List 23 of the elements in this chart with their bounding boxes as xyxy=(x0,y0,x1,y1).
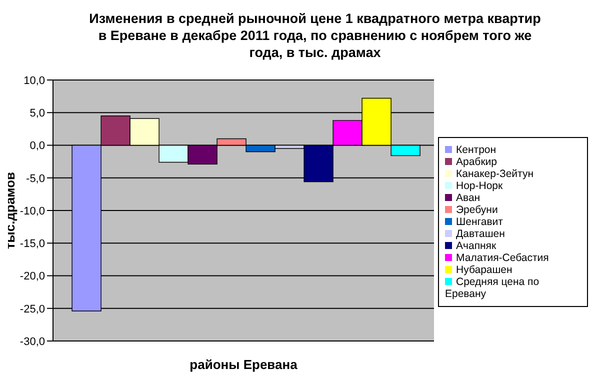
legend-label: Нубарашен xyxy=(456,264,512,276)
y-tick-label: -25,0 xyxy=(20,303,45,316)
legend-label: Ачапняк xyxy=(456,240,496,252)
y-tick-label: -5,0 xyxy=(26,172,45,185)
legend-label: Аван xyxy=(456,192,480,204)
y-tick-label: -10,0 xyxy=(20,205,45,218)
legend-label: Давташен xyxy=(456,228,505,240)
y-tick-label: 5,0 xyxy=(30,108,45,120)
legend-label: Эребуни xyxy=(456,204,498,216)
y-tick-label: -30,0 xyxy=(20,336,45,348)
legend-label: Нор-Норк xyxy=(456,180,503,192)
legend-label: Малатия-Себастия xyxy=(456,252,549,264)
legend-label: Шенгавит xyxy=(456,216,503,228)
legend-label: Арабкир xyxy=(456,156,497,168)
legend-label: Канакер-Зейтун xyxy=(456,168,534,180)
chart-title: Изменения в средней рыночной цене 1 квадратного метра квартир в Ереване в декабре 2011 года, по сравнению с ноябрем того же года, в тыс. драмах xyxy=(88,10,542,62)
y-tick-label: -20,0 xyxy=(20,270,45,283)
y-tick-label: 10,0 xyxy=(24,74,45,87)
y-tick-label: 0,0 xyxy=(30,140,45,152)
x-axis-title: районы Еревана xyxy=(190,357,298,372)
legend-label: Кентрон xyxy=(456,144,496,156)
y-tick-label: -15,0 xyxy=(20,238,45,250)
legend-label: Средняя цена по Еревану xyxy=(445,276,540,300)
